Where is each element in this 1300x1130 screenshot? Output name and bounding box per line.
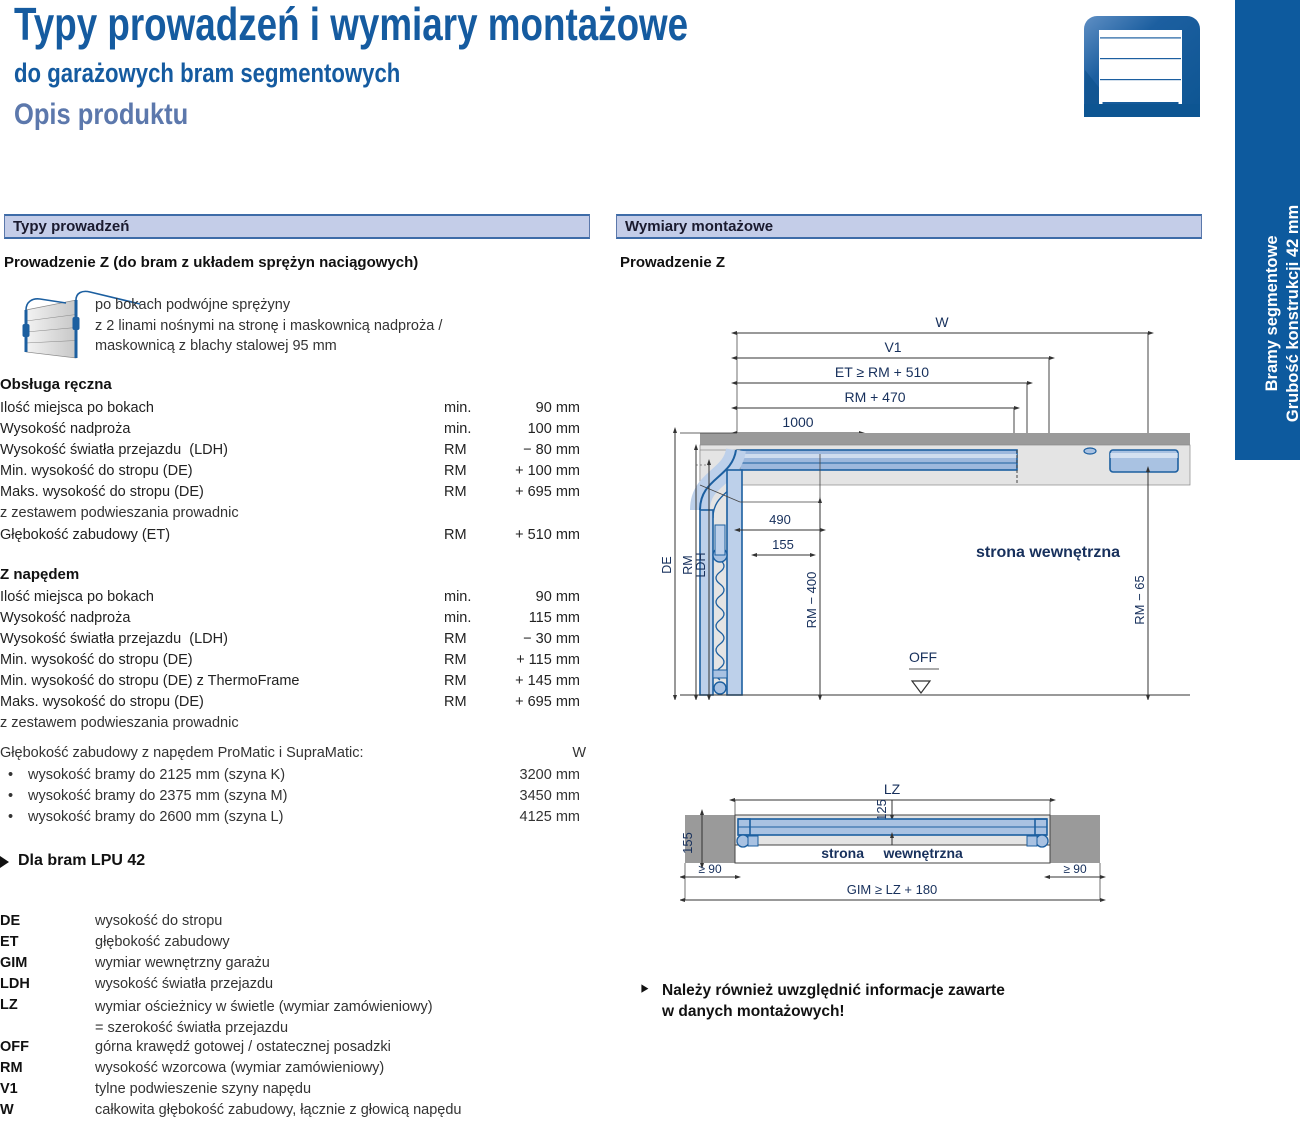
svg-text:LDH: LDH (694, 552, 708, 577)
svg-text:155: 155 (772, 537, 794, 552)
svg-text:V1: V1 (884, 339, 901, 355)
svg-text:490: 490 (769, 512, 791, 527)
svg-text:ET ≥ RM + 510: ET ≥ RM + 510 (835, 364, 929, 380)
svg-text:125: 125 (874, 799, 889, 821)
svg-text:strona wewnętrzna: strona wewnętrzna (821, 845, 963, 861)
svg-text:155: 155 (680, 832, 695, 854)
svg-text:≥ 90: ≥ 90 (698, 862, 722, 876)
svg-text:RM: RM (681, 555, 695, 574)
svg-text:strona wewnętrzna: strona wewnętrzna (976, 544, 1120, 561)
svg-text:OFF: OFF (909, 649, 937, 665)
svg-text:≥ 90: ≥ 90 (1063, 862, 1087, 876)
svg-text:RM − 400: RM − 400 (804, 572, 819, 629)
svg-text:1000: 1000 (782, 414, 813, 430)
svg-text:RM + 470: RM + 470 (844, 389, 905, 405)
svg-text:LZ: LZ (884, 781, 901, 797)
svg-text:W: W (935, 314, 949, 330)
svg-text:GIM ≥ LZ + 180: GIM ≥ LZ + 180 (847, 882, 938, 897)
svg-text:RM − 65: RM − 65 (1132, 575, 1147, 625)
svg-text:DE: DE (660, 556, 674, 573)
